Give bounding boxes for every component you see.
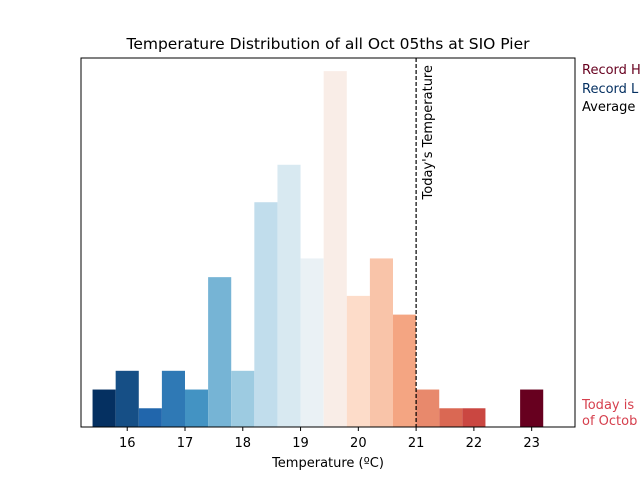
average-label: Average xyxy=(582,100,636,115)
histogram-bar xyxy=(346,295,370,427)
histogram-bar xyxy=(208,277,232,427)
x-tick-label: 20 xyxy=(350,436,367,451)
record-low-label: Record L xyxy=(582,82,639,97)
chart-title: Temperature Distribution of all Oct 05th… xyxy=(126,35,531,53)
x-tick-label: 21 xyxy=(408,436,425,451)
histogram-bar xyxy=(138,408,162,427)
today-note-line1: Today is xyxy=(582,398,635,413)
histogram-bar xyxy=(277,164,301,428)
x-tick-label: 16 xyxy=(119,436,136,451)
x-axis-label: Temperature (ºC) xyxy=(271,456,384,471)
today-temperature-label: Today's Temperature xyxy=(421,65,436,200)
histogram-bar xyxy=(161,370,185,427)
x-tick-label: 17 xyxy=(177,436,194,451)
x-tick-label: 18 xyxy=(235,436,252,451)
histogram-bar xyxy=(92,389,116,427)
histogram-bar xyxy=(323,71,347,428)
histogram-bar xyxy=(115,370,139,427)
x-tick-label: 19 xyxy=(292,436,309,451)
histogram-bar xyxy=(369,258,393,427)
histogram-bar xyxy=(416,389,440,427)
histogram-bar xyxy=(462,408,486,427)
plot-frame xyxy=(80,57,576,428)
histogram-bar xyxy=(231,370,255,427)
x-tick-label: 22 xyxy=(466,436,483,451)
today-note-line2: of Octob xyxy=(582,414,638,429)
histogram-bar xyxy=(520,389,544,427)
record-high-label: Record H xyxy=(582,63,640,78)
histogram-bar xyxy=(254,202,278,427)
x-tick-label: 23 xyxy=(523,436,540,451)
histogram-bar xyxy=(185,389,209,427)
histogram-bar xyxy=(393,314,417,427)
histogram-bar xyxy=(439,408,463,427)
histogram-bar xyxy=(300,258,324,427)
